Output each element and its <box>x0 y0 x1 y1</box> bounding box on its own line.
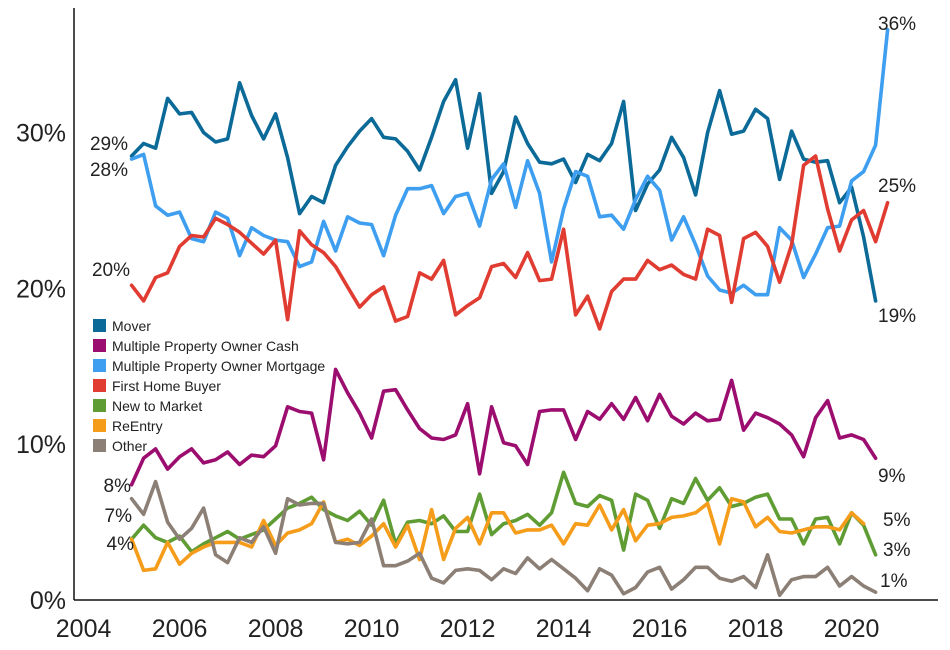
legend-label: Multiple Property Owner Cash <box>112 338 299 354</box>
legend-item-mover: Mover <box>93 318 151 334</box>
axes <box>73 8 938 601</box>
legend-swatch <box>93 319 106 332</box>
legend-swatch <box>93 399 106 412</box>
y-tick-label: 10% <box>16 431 66 459</box>
legend-item-multiple-property-owner-cash: Multiple Property Owner Cash <box>93 338 299 354</box>
x-tick-labels: 2004 2006 2008 2010 2012 2014 2016 2018 2020 <box>56 615 880 643</box>
x-tick-label: 2014 <box>536 615 592 643</box>
legend-label: Other <box>112 438 147 454</box>
end-label-first-home-buyer: 25% <box>878 176 916 197</box>
y-tick-label: 20% <box>16 275 66 303</box>
end-label-multiple-property-owner-mortgage: 36% <box>878 14 916 35</box>
end-label-mover: 19% <box>878 306 916 327</box>
series-line-first-home-buyer <box>129 154 890 331</box>
legend-swatch <box>93 379 106 392</box>
series-line-multiple-property-owner-cash <box>129 367 878 487</box>
legend-swatch <box>93 419 106 432</box>
end-label-new-to-market: 3% <box>883 540 911 561</box>
legend: Mover Multiple Property Owner Cash Multipl… <box>93 318 325 454</box>
legend-swatch <box>93 339 106 352</box>
end-label-reentry: 5% <box>883 510 911 531</box>
legend-item-new-to-market: New to Market <box>93 398 202 414</box>
x-tick-label: 2006 <box>152 615 208 643</box>
legend-item-reentry: ReEntry <box>93 418 163 434</box>
x-tick-label: 2018 <box>728 615 784 643</box>
x-tick-label: 2016 <box>632 615 688 643</box>
x-tick-label: 2004 <box>56 615 112 643</box>
legend-swatch <box>93 359 106 372</box>
x-tick-label: 2008 <box>248 615 304 643</box>
legend-label: ReEntry <box>112 418 163 434</box>
legend-label: Multiple Property Owner Mortgage <box>112 358 325 374</box>
start-label-multiple-property-owner-mortgage: 28% <box>90 160 128 181</box>
start-label-other: 7% <box>105 506 133 527</box>
series-line-reentry <box>129 496 866 573</box>
x-tick-label: 2010 <box>344 615 400 643</box>
legend-item-first-home-buyer: First Home Buyer <box>93 378 221 394</box>
series-line-multiple-property-owner-mortgage <box>129 27 890 297</box>
series-line-mover <box>129 77 878 303</box>
legend-item-multiple-property-owner-mortgage: Multiple Property Owner Mortgage <box>93 358 325 374</box>
y-tick-labels: 0% 10% 20% 30% <box>16 120 66 615</box>
series-line-new-to-market <box>129 470 878 557</box>
legend-label: First Home Buyer <box>112 378 221 394</box>
end-label-other: 1% <box>880 571 908 592</box>
start-label-multiple-property-owner-cash: 8% <box>104 476 132 497</box>
end-label-multiple-property-owner-cash: 9% <box>878 466 906 487</box>
series-line-other <box>129 479 878 598</box>
start-label-mover: 29% <box>90 134 128 155</box>
legend-label: Mover <box>112 318 151 334</box>
x-tick-label: 2012 <box>440 615 496 643</box>
x-tick-label: 2020 <box>824 615 880 643</box>
legend-swatch <box>93 439 106 452</box>
legend-label: New to Market <box>112 398 202 414</box>
series-lines <box>129 27 890 598</box>
start-label-reentry: 4% <box>107 534 135 555</box>
data-labels: 29% 19% 8% 9% 28% 36% 20% 25% 3% 4% 5% 7% 1% <box>90 14 916 592</box>
y-tick-label: 30% <box>16 120 66 148</box>
y-tick-label: 0% <box>30 587 66 615</box>
start-label-first-home-buyer: 20% <box>92 260 130 281</box>
legend-item-other: Other <box>93 438 147 454</box>
